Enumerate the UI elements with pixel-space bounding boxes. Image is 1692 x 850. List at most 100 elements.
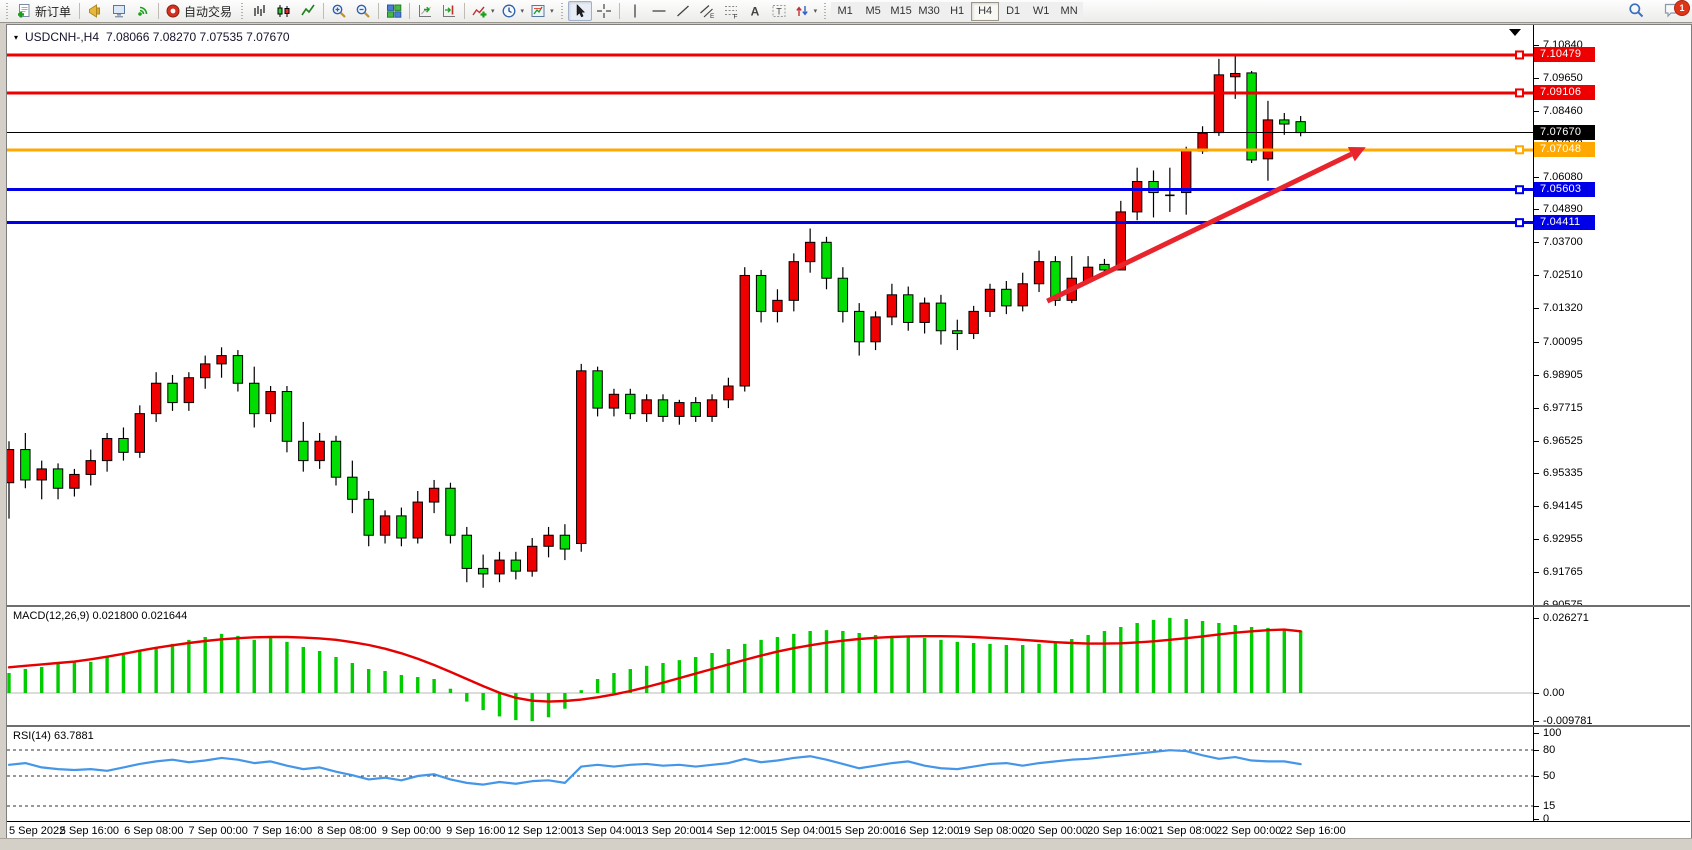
- macd-axis-label: -0.009781: [1534, 714, 1593, 728]
- toolbar-separator: [409, 3, 411, 19]
- tiles-icon: [386, 3, 402, 19]
- price-tick: 7.00095: [1534, 335, 1583, 349]
- rsi-axis-label: 0: [1534, 812, 1549, 826]
- time-label: 6 Sep 08:00: [124, 825, 184, 837]
- vertical-line-button[interactable]: [623, 1, 647, 21]
- channel-button[interactable]: E: [695, 1, 719, 21]
- zoom-in-button[interactable]: [327, 1, 351, 21]
- periods-button[interactable]: ▾: [498, 1, 528, 21]
- notifications-button[interactable]: 1: [1660, 0, 1690, 21]
- text-label-button[interactable]: T: [767, 1, 791, 21]
- tf-mn[interactable]: MN: [1055, 1, 1084, 21]
- autotrading-button[interactable]: 自动交易: [162, 1, 237, 21]
- autotrade-icon: [165, 3, 181, 19]
- market-watch-button[interactable]: [107, 1, 131, 21]
- text-a-icon: A: [747, 3, 763, 19]
- level-price-badge: 7.07048: [1534, 142, 1595, 158]
- time-axis[interactable]: 5 Sep 2022 5 Sep 16:00 6 Sep 08:00 7 Sep 00…: [7, 821, 1690, 839]
- tf-m15[interactable]: M15: [887, 1, 916, 21]
- price-tick: 6.95335: [1534, 466, 1583, 480]
- toolbar-drag-handle[interactable]: [823, 3, 829, 19]
- rsi-chart[interactable]: [7, 727, 1534, 821]
- time-label: 21 Sep 08:00: [1151, 825, 1217, 837]
- notification-badge: 1: [1674, 0, 1690, 16]
- line-chart-button[interactable]: [296, 1, 320, 21]
- price-tick: 7.02510: [1534, 268, 1583, 282]
- autotrading-button-label: 自动交易: [184, 4, 233, 19]
- price-tick: 6.94145: [1534, 499, 1583, 513]
- alerts-button[interactable]: [83, 1, 107, 21]
- svg-text:E: E: [710, 13, 715, 19]
- tf-m30[interactable]: M30: [915, 1, 944, 21]
- chevron-down-icon: ▾: [491, 8, 495, 15]
- price-tick: 6.96525: [1534, 434, 1583, 448]
- rsi-title: RSI(14) 63.7881: [13, 730, 94, 742]
- time-label: 20 Sep 16:00: [1087, 825, 1153, 837]
- time-label: 22 Sep 16:00: [1280, 825, 1346, 837]
- template-icon: [530, 3, 546, 19]
- tf-d1[interactable]: D1: [999, 1, 1028, 21]
- tf-m5[interactable]: M5: [859, 1, 888, 21]
- text-button[interactable]: A: [743, 1, 767, 21]
- zoom-out-button[interactable]: [351, 1, 375, 21]
- tile-windows-button[interactable]: [382, 1, 406, 21]
- indicators-button[interactable]: ▾: [468, 1, 498, 21]
- crosshair-button[interactable]: [592, 1, 616, 21]
- chartshift-icon: [441, 3, 457, 19]
- bar-chart-button[interactable]: [248, 1, 272, 21]
- price-chart[interactable]: [7, 25, 1534, 605]
- price-tick: 7.08460: [1534, 104, 1583, 118]
- new-order-button[interactable]: 新订单: [13, 1, 76, 21]
- toolbar-separator: [158, 3, 160, 19]
- indicator-add-icon: [471, 3, 487, 19]
- toolbar-separator: [464, 3, 466, 19]
- arrows-icon: [794, 3, 810, 19]
- time-label: 13 Sep 20:00: [636, 825, 702, 837]
- tf-m1[interactable]: M1: [831, 1, 860, 21]
- chart-shift-button[interactable]: [437, 1, 461, 21]
- level-price-badge: 7.09106: [1534, 85, 1595, 101]
- macd-axis-label: 0.00: [1534, 686, 1564, 700]
- toolbar-right: 1: [1624, 0, 1690, 21]
- time-label: 12 Sep 12:00: [507, 825, 573, 837]
- horizontal-line-button[interactable]: [647, 1, 671, 21]
- toolbar-drag-handle[interactable]: [5, 3, 10, 19]
- candlestick-chart-button[interactable]: [272, 1, 296, 21]
- price-tick: 7.04890: [1534, 202, 1583, 216]
- svg-text:A: A: [750, 5, 759, 19]
- tf-w1[interactable]: W1: [1027, 1, 1056, 21]
- level-price-badge: 7.04411: [1534, 215, 1595, 231]
- tf-h1[interactable]: H1: [943, 1, 972, 21]
- new-order-button-label: 新订单: [35, 4, 72, 19]
- chart-title: ▾ USDCNH-,H4 7.08066 7.08270 7.07535 7.0…: [14, 30, 290, 44]
- toolbar-drag-handle[interactable]: [559, 3, 565, 19]
- chevron-down-icon: ▾: [813, 8, 818, 15]
- rsi-axis-label: 80: [1534, 743, 1555, 757]
- price-tick: 7.09650: [1534, 71, 1583, 85]
- macd-panel: 0.026271 0.00 -0.009781 MACD(12,26,9) 0.02…: [7, 605, 1690, 728]
- price-tick: 7.03700: [1534, 235, 1583, 249]
- macd-chart[interactable]: [7, 607, 1534, 725]
- signals-button[interactable]: [131, 1, 155, 21]
- toolbar-separator: [378, 3, 380, 19]
- cursor-button[interactable]: [567, 1, 592, 21]
- current-price-badge: 7.07670: [1534, 125, 1595, 141]
- hline-icon: [651, 3, 667, 19]
- level-price-badge: 7.05603: [1534, 182, 1595, 198]
- rsi-panel: 100 80 50 15 0 RSI(14) 63.7881: [7, 725, 1690, 825]
- auto-scroll-button[interactable]: [413, 1, 437, 21]
- chart-window: 7.108407.096507.084607.072707.060807.048…: [6, 24, 1692, 840]
- signal-icon: [135, 3, 151, 19]
- fibonacci-button[interactable]: F: [719, 1, 743, 21]
- trendline-icon: [675, 3, 691, 19]
- tf-h4[interactable]: H4: [971, 1, 1000, 21]
- chart-ohlc-values: 7.08066 7.08270 7.07535 7.07670: [106, 30, 290, 44]
- trendline-button[interactable]: [671, 1, 695, 21]
- templates-button[interactable]: ▾: [527, 1, 557, 21]
- arrows-button[interactable]: ▾: [791, 1, 821, 21]
- search-button[interactable]: [1624, 1, 1648, 21]
- toolbar-drag-handle[interactable]: [240, 3, 246, 19]
- time-label: 5 Sep 16:00: [59, 825, 120, 837]
- chart-menu-icon[interactable]: ▾: [14, 32, 19, 42]
